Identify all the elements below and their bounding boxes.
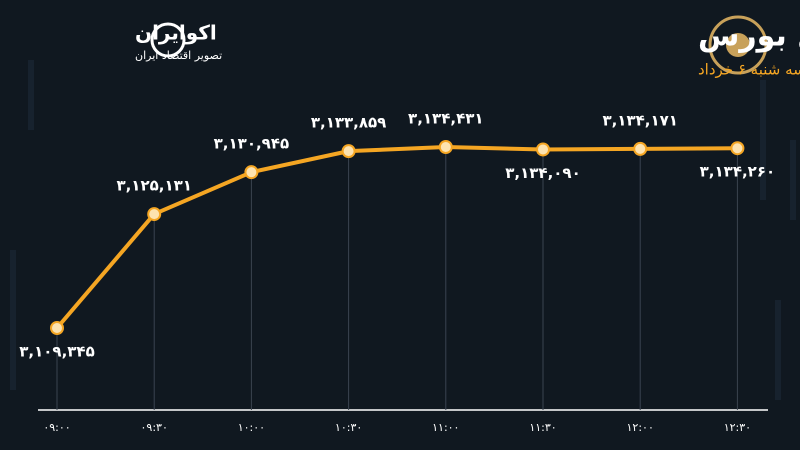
x-tick-label: ۱۰:۰۰	[238, 421, 265, 434]
value-label: ۳,۱۳۴,۰۹۰	[505, 164, 580, 182]
value-label: ۳,۱۳۴,۲۶۰	[700, 163, 775, 181]
x-tick-label: ۱۱:۳۰	[529, 421, 556, 434]
brand-name: اکوایران	[135, 21, 217, 45]
point	[147, 207, 162, 222]
decoration	[10, 60, 796, 400]
value-label: ۳,۱۳۳,۸۵۹	[311, 114, 386, 132]
point	[438, 140, 453, 154]
x-tick-label: ۰۹:۰۰	[43, 421, 70, 434]
value-label: ۳,۱۰۹,۳۴۵	[19, 343, 94, 361]
chart-title: روند شاخص کل بورس	[698, 19, 800, 54]
x-tick-label: ۱۲:۳۰	[724, 421, 751, 434]
value-label: ۳,۱۳۴,۴۳۱	[408, 110, 483, 128]
value-label: ۳,۱۲۵,۱۳۱	[116, 177, 191, 195]
value-label: ۳,۱۳۴,۱۷۱	[602, 111, 677, 129]
brand-tagline: تصویر اقتصاد ایران	[135, 49, 222, 62]
point	[730, 141, 745, 156]
point	[536, 142, 550, 157]
x-tick-label: ۰۹:۳۰	[141, 421, 168, 434]
x-tick-label: ۱۲:۰۰	[627, 421, 654, 434]
point	[633, 141, 648, 156]
point	[244, 165, 259, 180]
line	[55, 145, 738, 330]
logo	[150, 15, 768, 75]
x-tick-label: ۱۱:۰۰	[432, 421, 459, 434]
value-label: ۳,۱۳۰,۹۴۵	[214, 135, 289, 153]
x-tick-label: ۱۰:۳۰	[335, 421, 362, 434]
point	[341, 144, 356, 159]
point	[50, 321, 64, 335]
chart-subtitle: سه شنبه ۶ خرداد	[698, 61, 800, 79]
